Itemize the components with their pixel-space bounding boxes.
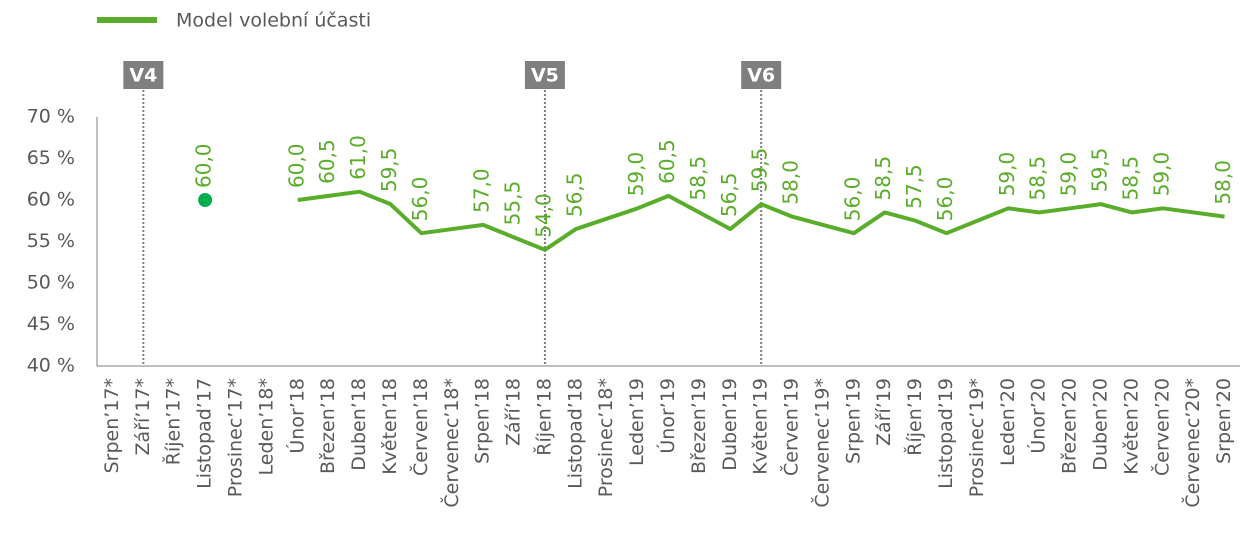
data-label: 61,0 (346, 135, 370, 180)
x-tick-label: Duben’19 (719, 378, 741, 471)
x-tick-label: Srpen’18 (472, 378, 494, 464)
data-label: 58,5 (871, 156, 895, 201)
x-tick-label: Květen’19 (750, 378, 772, 475)
x-tick-label: Červen’19 (779, 378, 803, 476)
x-tick-label: Červen’20 (1149, 378, 1173, 476)
data-label: 59,0 (1149, 152, 1173, 197)
x-tick-label: Květen’20 (1120, 378, 1142, 475)
data-label: 56,5 (717, 173, 741, 218)
x-tick-label: Březen’19 (688, 378, 710, 474)
x-tick-label: Srpen’19 (842, 378, 864, 464)
x-tick-label: Červenec’19* (809, 378, 833, 508)
annotation-label: V5 (531, 65, 559, 87)
legend-label: Model volební účasti (176, 10, 371, 32)
x-tick-label: Červenec’18* (439, 378, 463, 508)
data-label: 58,0 (779, 160, 803, 205)
data-label: 59,0 (995, 152, 1019, 197)
data-label: 56,5 (562, 173, 586, 218)
x-tick-label: Září’18 (503, 378, 525, 446)
annotation-box (123, 61, 164, 89)
x-tick-label: Listopad’18 (564, 378, 586, 489)
data-label: 56,0 (933, 177, 957, 222)
x-tick-label: Únor’20 (1026, 378, 1050, 454)
x-tick-label: Listopad’17 (194, 378, 216, 489)
data-label: 56,0 (840, 177, 864, 222)
x-tick-label: Říjen’19 (903, 378, 926, 456)
x-tick-label: Září’19 (873, 378, 895, 446)
x-tick-label: Květen’18 (379, 378, 401, 475)
data-label: 57,5 (902, 164, 926, 209)
x-tick-label: Duben’18 (348, 378, 370, 471)
x-tick-label: Září’17* (132, 378, 154, 455)
annotation-label: V4 (129, 65, 157, 87)
data-label: 55,5 (501, 181, 525, 226)
data-label: 60,0 (284, 143, 308, 188)
line (297, 189, 1225, 252)
x-tick-label: Prosinec’18* (595, 378, 617, 497)
data-label: 59,5 (1087, 148, 1111, 193)
data-label: 56,0 (408, 177, 432, 222)
x-tick-label: Leden’20 (997, 378, 1019, 466)
x-tick-label: Listopad’19 (935, 378, 957, 489)
data-label: 60,0 (192, 143, 216, 188)
data-label: 59,5 (377, 148, 401, 193)
x-tick-label: Leden’19 (626, 378, 648, 466)
data-label: 58,5 (1026, 156, 1050, 201)
x-tick-label: Červen’18 (408, 378, 432, 476)
x-tick-label: Únor’19 (655, 378, 679, 454)
y-tick-label: 55 % (27, 230, 75, 252)
x-tick-label: Říjen’18 (532, 378, 555, 456)
data-label: 58,5 (686, 156, 710, 201)
data-label: 59,5 (748, 148, 772, 193)
x-tick-label: Únor’18 (284, 378, 308, 454)
y-tick-label: 45 % (27, 313, 75, 335)
data-label: 58,0 (1211, 160, 1235, 205)
annotation-label: V6 (747, 65, 775, 87)
data-label: 58,5 (1118, 156, 1142, 201)
x-tick-label: Březen’20 (1059, 378, 1081, 474)
x-tick-label: Říjen’17* (162, 378, 185, 465)
data-label: 60,5 (315, 139, 339, 184)
x-tick-label: Prosinec’17* (225, 378, 247, 497)
data-label: 59,0 (1057, 152, 1081, 197)
x-tick-label: Červenec’20* (1180, 378, 1204, 508)
y-tick-label: 70 % (27, 106, 75, 128)
annotation-box (524, 61, 565, 89)
data-label: 59,0 (624, 152, 648, 197)
data-label: 54,0 (531, 193, 555, 238)
x-tick-label: Duben’20 (1089, 378, 1111, 471)
y-tick-label: 65 % (27, 147, 75, 169)
y-tick-label: 40 % (27, 355, 75, 377)
marker (198, 193, 213, 207)
y-tick-label: 60 % (27, 189, 75, 211)
y-tick-label: 50 % (27, 272, 75, 294)
x-tick-label: Březen’18 (317, 378, 339, 474)
annotation-box (741, 61, 782, 89)
data-label: 60,5 (655, 139, 679, 184)
x-tick-label: Srpen’20 (1213, 378, 1235, 464)
data-label: 57,0 (470, 168, 494, 213)
x-tick-label: Leden’18* (255, 378, 277, 475)
x-tick-label: Srpen’17* (101, 378, 123, 473)
x-tick-label: Prosinec’19* (966, 378, 988, 497)
